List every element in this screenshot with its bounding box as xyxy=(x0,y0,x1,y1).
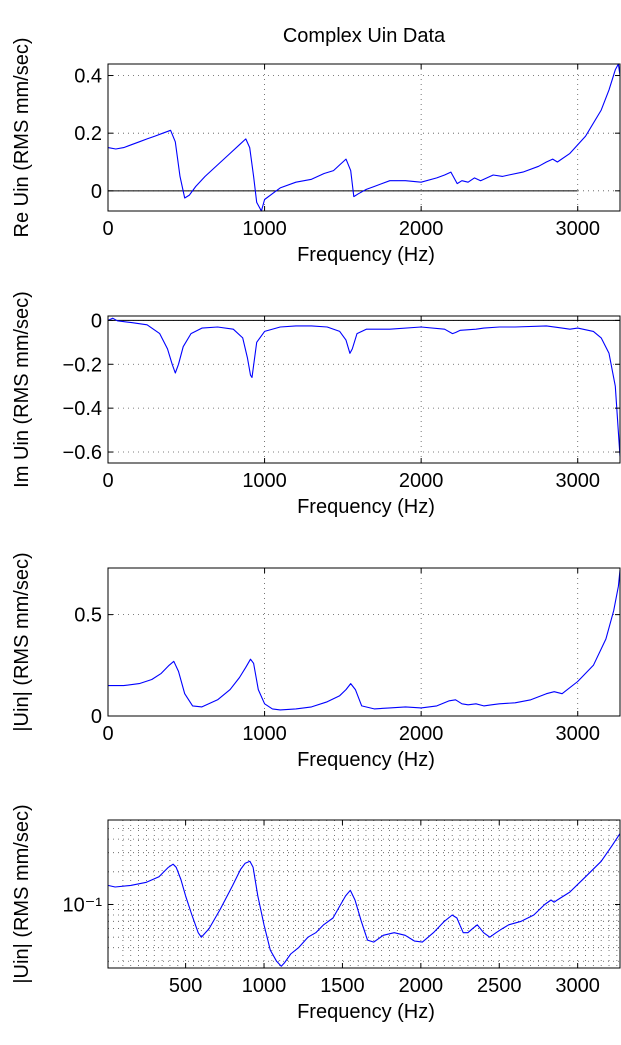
x-tick-label: 1000 xyxy=(242,218,287,240)
x-axis-label: Frequency (Hz) xyxy=(297,496,435,518)
series-line-1 xyxy=(107,63,621,212)
x-tick-label: 1500 xyxy=(320,975,365,997)
y-tick-label: 0.4 xyxy=(74,66,102,88)
y-tick-label: −0.2 xyxy=(63,354,102,376)
series-line-1 xyxy=(107,317,621,457)
x-tick-label: 1000 xyxy=(242,723,287,745)
x-axis-label: Frequency (Hz) xyxy=(297,749,435,771)
x-axis-label: Frequency (Hz) xyxy=(297,1001,435,1023)
subplot-1: 0 1000 2000 3000 0 0.2 0.4 Frequency (Hz) Re Uin… xyxy=(11,37,621,266)
y-axis-label: Re Uin (RMS mm/sec) xyxy=(11,37,33,237)
plot-frame xyxy=(107,63,621,212)
plot-frame xyxy=(107,819,621,969)
series-line-1 xyxy=(107,833,621,967)
x-tick-label: 2000 xyxy=(399,470,444,492)
y-tick-label: −0.4 xyxy=(63,398,102,420)
x-tick-label: 0 xyxy=(102,470,113,492)
plot-frame xyxy=(107,567,621,717)
x-tick-label: 1000 xyxy=(242,975,287,997)
x-tick-label: 3000 xyxy=(555,470,600,492)
x-tick-label: 500 xyxy=(169,975,202,997)
x-tick-label: 2500 xyxy=(477,975,522,997)
y-tick-label: 0 xyxy=(91,181,102,203)
y-tick-label: 10⁻¹ xyxy=(63,894,103,916)
x-tick-label: 2000 xyxy=(399,975,444,997)
subplot-4: 500 1000 1500 2000 2500 3000 10⁻¹ Frequency (Hz… xyxy=(11,804,621,1023)
y-tick-label: 0 xyxy=(91,706,102,728)
y-tick-label: 0.5 xyxy=(74,605,102,627)
subplot-2: 0 1000 2000 3000 0 −0.2 −0.4 −0.6 Frequency (Hz)… xyxy=(11,291,621,518)
y-axis-label: |Uin| (RMS mm/sec) xyxy=(11,552,33,731)
x-tick-label: 2000 xyxy=(399,723,444,745)
x-tick-label: 0 xyxy=(102,218,113,240)
plot-frame xyxy=(107,315,621,464)
y-tick-label: −0.6 xyxy=(63,442,102,464)
figure-title: Complex Uin Data xyxy=(283,25,446,47)
series-line-1 xyxy=(108,569,621,711)
x-tick-label: 3000 xyxy=(555,723,600,745)
x-tick-label: 3000 xyxy=(555,975,600,997)
y-axis-label: |Uin| (RMS mm/sec) xyxy=(11,804,33,983)
x-tick-label: 1000 xyxy=(242,470,287,492)
subplot-3: 0 1000 2000 3000 0 0.5 Frequency (Hz) |Uin| (RM… xyxy=(11,552,621,771)
x-tick-label: 3000 xyxy=(555,218,600,240)
x-axis-label: Frequency (Hz) xyxy=(297,244,435,266)
y-tick-label: 0 xyxy=(91,310,102,332)
y-axis-label: Im Uin (RMS mm/sec) xyxy=(11,291,33,488)
y-tick-label: 0.2 xyxy=(74,123,102,145)
x-tick-label: 0 xyxy=(102,723,113,745)
x-tick-label: 2000 xyxy=(399,218,444,240)
